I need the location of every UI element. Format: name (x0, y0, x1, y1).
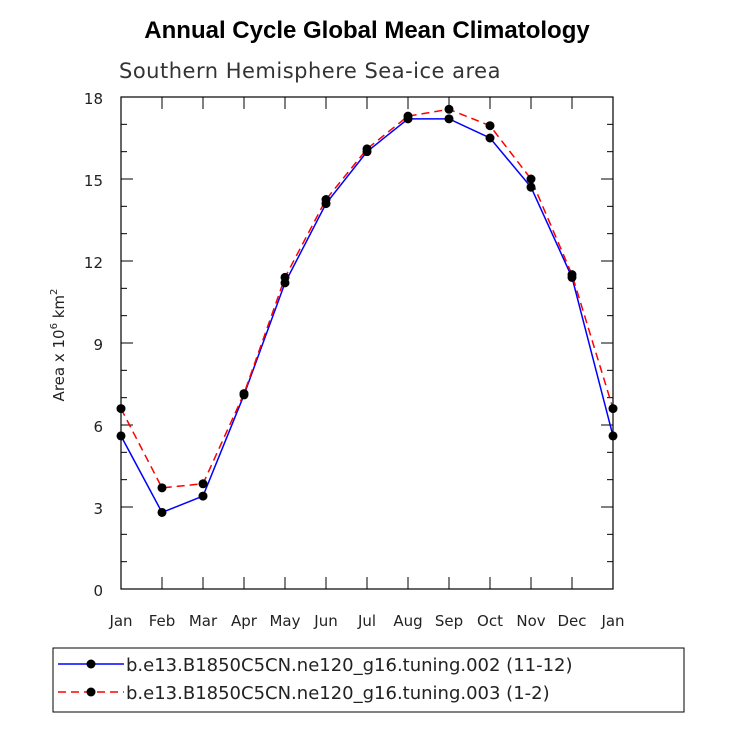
y-tick-label: 9 (93, 336, 103, 354)
y-tick-label: 3 (93, 500, 103, 518)
legend-marker-2 (86, 687, 96, 697)
x-tick-label: Mar (189, 612, 218, 630)
x-tick-label: Jan (600, 612, 624, 630)
x-tick-label: Oct (477, 612, 503, 630)
legend-label-2: b.e13.B1850C5CN.ne120_g16.tuning.003 (1-… (126, 683, 550, 704)
x-tick-label: Sep (435, 612, 463, 630)
y-axis-label: Area x 106 km2 (49, 289, 68, 402)
series-2-point (567, 270, 577, 280)
legend-marker-1 (86, 659, 96, 669)
series-2-point (362, 144, 372, 154)
y-tick-label: 18 (84, 90, 103, 108)
chart-title: Annual Cycle Global Mean Climatology (144, 17, 590, 44)
series-1-point (608, 431, 618, 441)
x-tick-label: Feb (149, 612, 176, 630)
series-1-point (157, 507, 167, 517)
y-axis-label-prefix: Area x 10 (50, 329, 68, 401)
series-2-point (239, 389, 249, 399)
legend: b.e13.B1850C5CN.ne120_g16.tuning.002 (11… (52, 647, 685, 713)
x-tick-label: Jul (357, 612, 376, 630)
series-layer (116, 104, 618, 517)
series-1-point (198, 491, 208, 501)
x-tick-label: Dec (557, 612, 586, 630)
x-tick-label: Jan (108, 612, 132, 630)
legend-box (52, 647, 685, 713)
plot-frame (120, 96, 614, 590)
series-line-2 (120, 108, 614, 489)
y-axis-label-unit-exponent: 2 (49, 289, 60, 295)
y-tick-label: 0 (93, 582, 103, 600)
series-2-point (116, 404, 126, 414)
series-1-point (444, 114, 454, 124)
chart-subtitle: Southern Hemisphere Sea-ice area (119, 59, 501, 83)
series-2-point (280, 272, 290, 282)
svg-text:Area x 106 km2: Area x 106 km2 (49, 289, 68, 402)
series-2-point (526, 174, 536, 184)
series-2-point (321, 195, 331, 204)
x-tick-label: Jun (313, 612, 337, 630)
series-1-point (485, 133, 495, 143)
x-tick-label: Nov (516, 612, 545, 630)
series-2-point (485, 121, 495, 131)
series-2-point (198, 479, 208, 489)
axis-ticks (120, 96, 614, 590)
series-1-point (526, 182, 536, 192)
y-tick-label: 15 (84, 172, 103, 190)
y-axis-label-unit: km (50, 295, 68, 318)
x-tick-label: Aug (393, 612, 422, 630)
x-tick-label: Apr (231, 612, 258, 630)
series-2-point (157, 483, 167, 493)
tick-labels: Jan Feb Mar Apr May Jun Jul Aug Sep Oct Nov Dec Jan 0… (84, 90, 625, 630)
y-axis-label-exponent: 6 (49, 323, 60, 329)
x-tick-label: May (269, 612, 300, 630)
series-2-point (444, 104, 454, 114)
series-2-point (403, 111, 413, 121)
series-line-1 (120, 118, 614, 514)
y-tick-label: 12 (84, 254, 103, 272)
y-tick-label: 6 (93, 418, 103, 436)
series-1-point (116, 431, 126, 441)
legend-label-1: b.e13.B1850C5CN.ne120_g16.tuning.002 (11… (126, 655, 573, 676)
series-2-point (608, 404, 618, 414)
